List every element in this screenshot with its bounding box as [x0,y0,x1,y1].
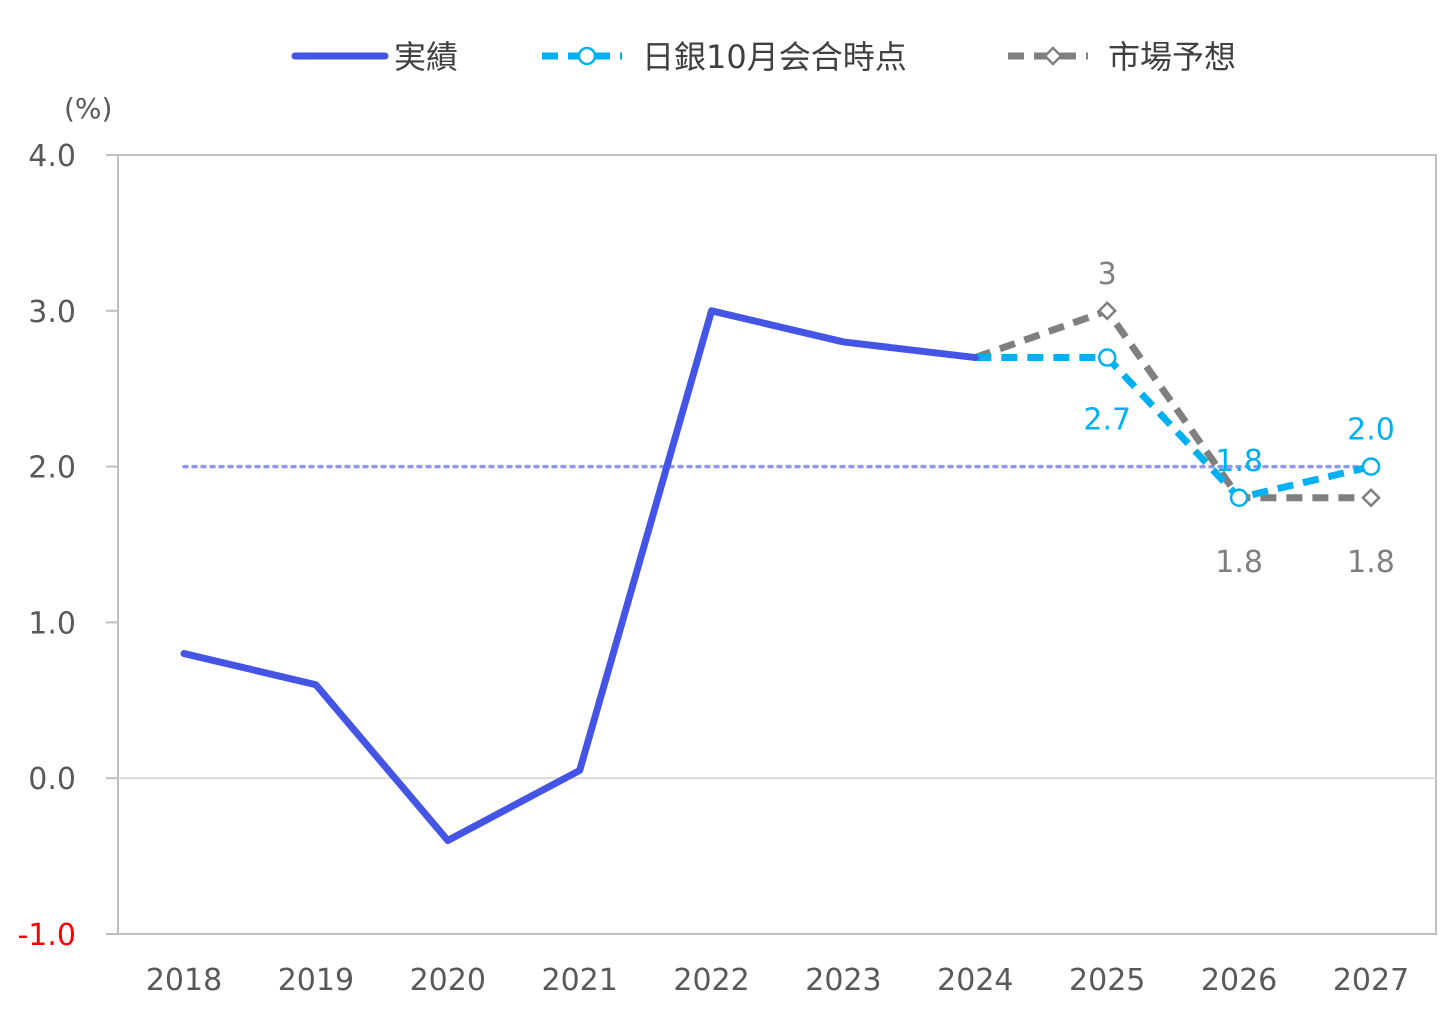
series-line-0 [180,307,979,845]
series-line-2 [974,307,1371,502]
legend-label-actual: 実績 [394,38,458,76]
data-label: 2.7 [1083,403,1131,438]
data-label: 1.8 [1215,444,1263,479]
y-axis-unit-label: (%) [64,92,112,125]
legend-marker-circle [577,46,597,66]
y-tick-label: 1.0 [28,606,76,641]
data-label: 1.8 [1347,545,1395,580]
x-tick-label: 2018 [146,963,222,998]
legend: 実績 日銀10月会合時点 市場予想 [291,38,1236,76]
data-point-circle [1361,457,1381,476]
legend-label-market: 市場予想 [1108,38,1236,76]
data-label: 2.0 [1347,413,1395,448]
plot-area [117,154,1437,935]
x-tick-label: 2022 [673,963,749,998]
data-label: 1.8 [1215,545,1263,580]
y-tick-label: -1.0 [17,918,76,953]
x-tick-label: 2021 [541,963,617,998]
legend-item-boj: 日銀10月会合時点 [542,38,907,76]
data-point-circle [1229,488,1249,508]
data-point-diamond [1097,301,1117,321]
legend-marker-diamond [1043,46,1063,66]
legend-item-actual: 実績 [291,38,458,76]
data-label: 3 [1098,257,1117,292]
data-point-circle [1097,348,1117,367]
y-tick-label: 3.0 [28,295,76,330]
x-tick-label: 2025 [1069,963,1145,998]
x-tick-label: 2027 [1333,963,1409,998]
y-tick-label: 4.0 [28,139,76,174]
x-tick-label: 2026 [1201,963,1277,998]
legend-item-market: 市場予想 [1008,38,1236,76]
x-tick-label: 2020 [410,963,486,998]
x-tick-label: 2019 [278,963,354,998]
y-tick-label: 0.0 [28,762,76,797]
series-line-1 [975,354,1372,502]
y-tick-label: 2.0 [28,451,76,486]
data-point-diamond [1361,487,1381,508]
x-tick-label: 2024 [937,963,1013,998]
legend-label-boj: 日銀10月会合時点 [642,38,907,76]
x-tick-label: 2023 [805,963,881,998]
